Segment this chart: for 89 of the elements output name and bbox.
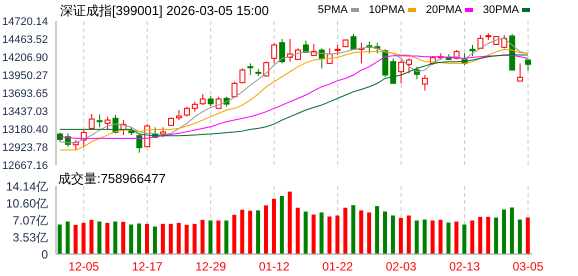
bar: [288, 192, 292, 254]
bar: [184, 224, 189, 254]
bar: [438, 220, 443, 254]
x-tick-label: 12-05: [68, 260, 100, 274]
bar: [160, 224, 165, 254]
x-tick-label: 12-29: [195, 260, 226, 274]
bar: [430, 220, 435, 254]
bar: [327, 216, 332, 254]
bar: [168, 224, 173, 254]
bar: [280, 196, 284, 254]
bar: [398, 218, 403, 254]
bar: [105, 222, 110, 254]
chart-title: 深证成指[399001] 2026-03-05 15:00: [60, 2, 269, 20]
bar: [74, 224, 78, 254]
bar: [502, 209, 506, 254]
bar: [312, 214, 316, 254]
bar: [390, 215, 395, 254]
y-tick-label: 3.53亿: [12, 230, 48, 244]
bar: [510, 207, 514, 254]
x-tick-label: 01-12: [258, 260, 290, 274]
legend-label: 30PMA: [482, 4, 519, 16]
bar: [454, 221, 458, 254]
bar: [335, 215, 340, 254]
bar: [145, 224, 150, 254]
bar: [82, 222, 86, 254]
x-tick-label: 02-13: [449, 260, 480, 274]
bar: [89, 220, 94, 254]
bar: [320, 212, 324, 254]
x-tick-label: 12-17: [132, 260, 163, 274]
bar: [216, 220, 220, 254]
bar: [375, 206, 380, 254]
bar: [518, 220, 522, 254]
y-tick-label: 14463.52: [2, 34, 48, 46]
bar: [137, 224, 142, 254]
y-tick-label: 0: [41, 247, 48, 262]
bar: [446, 222, 450, 254]
bar: [494, 218, 498, 254]
bar: [304, 211, 308, 254]
bar: [240, 210, 244, 254]
bar: [367, 212, 372, 254]
x-tick-label: 02-03: [386, 260, 417, 274]
bar: [478, 216, 482, 254]
bar: [359, 210, 364, 254]
x-tick-label: 01-22: [322, 260, 354, 274]
bar: [351, 205, 356, 254]
y-tick-label: 13693.65: [2, 88, 48, 100]
y-tick-label: 13950.27: [2, 70, 48, 82]
y-tick-label: 14.14亿: [6, 179, 48, 194]
bar: [121, 222, 126, 254]
bar: [200, 220, 205, 254]
bar: [256, 210, 260, 254]
bar: [248, 210, 252, 254]
legend-label: 10PMA: [368, 4, 405, 16]
bar: [232, 214, 236, 254]
bar: [470, 220, 474, 254]
bar: [176, 222, 181, 254]
bar: [264, 205, 268, 254]
bar: [66, 221, 70, 254]
y-tick-label: 12923.78: [2, 142, 48, 154]
bar: [58, 224, 62, 254]
bar: [462, 224, 466, 254]
bar: [414, 220, 419, 254]
y-tick-label: 13180.40: [2, 124, 48, 136]
y-tick-label: 12667.16: [2, 160, 48, 172]
line-series: [59, 48, 529, 150]
bar: [406, 215, 411, 254]
x-tick-label: 03-05: [512, 260, 544, 274]
bar: [129, 224, 134, 254]
bar: [486, 216, 490, 254]
bar: [272, 198, 276, 254]
bar: [296, 208, 300, 254]
y-tick-label: 7.07亿: [12, 213, 48, 228]
y-tick-label: 13437.03: [2, 106, 48, 118]
bar: [343, 208, 348, 254]
bar: [192, 224, 197, 254]
legend-label: 20PMA: [426, 4, 462, 16]
bar: [526, 218, 530, 254]
legend-label: 5PMA: [318, 4, 348, 16]
bar: [422, 220, 427, 254]
bar: [113, 221, 118, 254]
bar: [208, 220, 212, 254]
chart-title: 成交量:758966477: [58, 170, 166, 188]
bar: [224, 220, 228, 254]
y-tick-label: 14720.14: [2, 16, 48, 28]
bar: [383, 211, 388, 254]
bar: [97, 221, 102, 254]
y-tick-label: 14206.90: [2, 52, 48, 64]
y-tick-label: 10.60亿: [6, 196, 48, 210]
bar: [152, 226, 157, 254]
